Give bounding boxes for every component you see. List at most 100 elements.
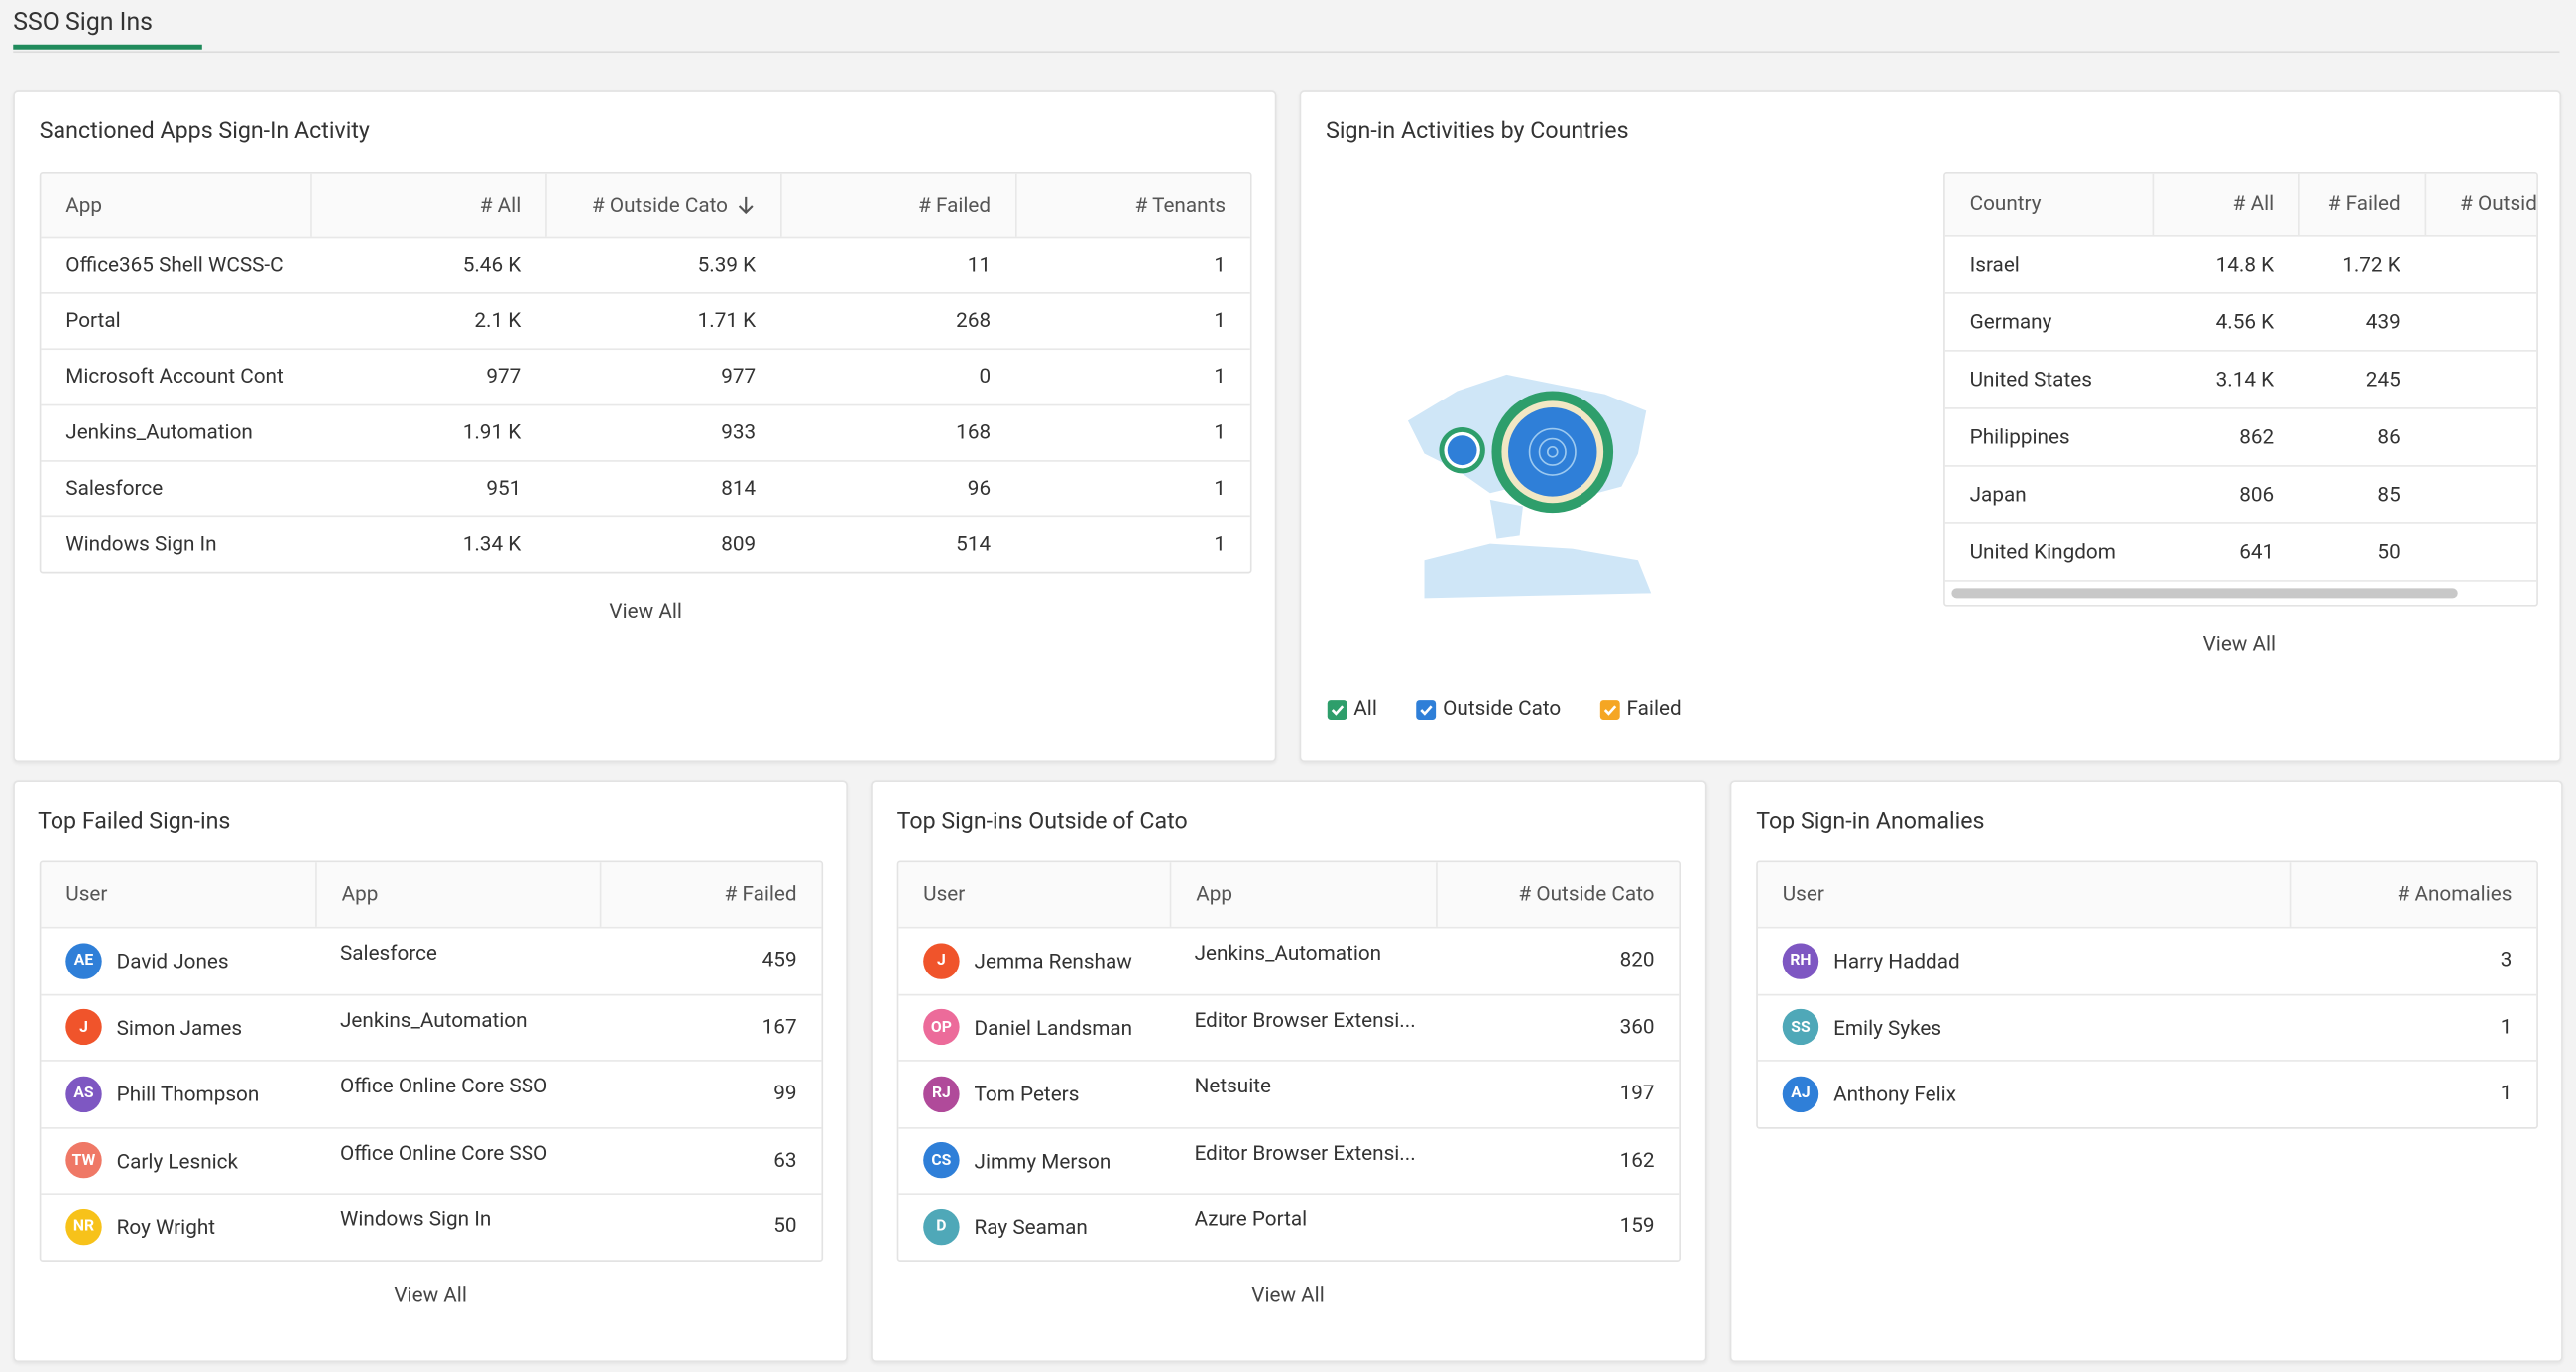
table-row: J Jemma Renshaw Jenkins_Automation 820: [898, 926, 1680, 993]
cell-value: 4.56 K: [2215, 309, 2275, 335]
table-row: NR Roy Wright Windows Sign In 50: [41, 1193, 822, 1259]
table-row: RH Harry Haddad 3: [1757, 926, 2537, 993]
column-header[interactable]: App: [41, 174, 310, 237]
cell-value: 162: [1619, 1148, 1655, 1174]
column-label: User: [1782, 882, 1824, 907]
cell-value: 1: [2500, 1014, 2513, 1040]
country-name: Israel: [1969, 252, 2020, 278]
table-header: App # All # Outside Cato # Failed # Tenants: [41, 173, 1250, 237]
table-header: User # Anomalies: [1757, 862, 2537, 927]
user-name: Emily Sykes: [1833, 1016, 1942, 1042]
avatar: D: [923, 1208, 960, 1245]
cell-value: 1.34 K: [462, 532, 522, 557]
cell-value: 50: [2377, 539, 2400, 565]
table-row: Salesforce 951 814 96 1: [41, 460, 1250, 515]
cell-value: 1: [1214, 253, 1227, 279]
failed-panel: Top Failed Sign-ins User App # Failed AE Dav…: [13, 780, 848, 1363]
table: App # All # Outside Cato # Failed # Tenants O…: [39, 172, 1252, 574]
app-name: Office365 Shell WCSS-C: [65, 253, 284, 279]
table-row: Windows Sign In 1.34 K 809 514 1: [41, 515, 1250, 571]
user-name: Jemma Renshaw: [974, 950, 1132, 975]
cell-value: 1: [1214, 364, 1227, 390]
scrollbar-thumb[interactable]: [1951, 588, 2458, 599]
app-name: Editor Browser Extensi...: [1194, 1141, 1416, 1166]
table-row: Office365 Shell WCSS-C 5.46 K 5.39 K 11 1: [41, 236, 1250, 292]
column-label: # Outside Cato: [592, 192, 729, 218]
cell-value: 951: [486, 476, 522, 502]
cell-value: 1.91 K: [462, 420, 522, 446]
user-cell: AJ Anthony Felix: [1758, 1076, 2290, 1112]
avatar: SS: [1782, 1009, 1819, 1046]
column-header[interactable]: # Outside Cato: [1436, 862, 1679, 927]
user-cell: RH Harry Haddad: [1758, 942, 2290, 979]
avatar: J: [923, 942, 960, 979]
column-header[interactable]: # All: [310, 173, 545, 237]
column-header[interactable]: # Outside Cato: [545, 173, 780, 237]
column-header[interactable]: # Outside: [2424, 173, 2537, 236]
view-all[interactable]: View All: [394, 1283, 467, 1309]
table-row: OP Daniel Landsman Editor Browser Extensi.…: [898, 992, 1680, 1060]
user-cell: SS Emily Sykes: [1758, 1009, 2290, 1046]
legend-item[interactable]: Failed: [1600, 697, 1682, 722]
legend-checkbox: [1416, 699, 1437, 720]
view-all[interactable]: View All: [609, 599, 682, 625]
app-name: Jenkins_Automation: [339, 1007, 527, 1033]
app-name: Office Online Core SSO: [339, 1075, 548, 1099]
column-label: Country: [1969, 191, 2042, 217]
cell-value: 268: [956, 308, 992, 334]
cell-value: 1: [2500, 1082, 2513, 1106]
cell-value: 814: [721, 476, 757, 502]
column-header[interactable]: # Failed: [780, 173, 1015, 237]
cell-value: 3: [2500, 948, 2513, 973]
cell-value: 85: [2377, 482, 2400, 508]
table-row: AJ Anthony Felix 1: [1757, 1060, 2537, 1126]
legend-item[interactable]: Outside Cato: [1416, 696, 1562, 722]
cell-value: 1.71 K: [697, 308, 757, 334]
view-all[interactable]: View All: [1251, 1283, 1325, 1309]
app-name: Jenkins_Automation: [65, 420, 253, 446]
user-name: Roy Wright: [116, 1215, 216, 1241]
cell-value: 159: [1619, 1214, 1655, 1240]
avatar: AS: [65, 1076, 102, 1112]
avatar: RJ: [923, 1076, 960, 1112]
legend-label: Outside Cato: [1443, 696, 1562, 722]
column-header[interactable]: # All: [2152, 173, 2298, 236]
column-header[interactable]: User: [898, 862, 1169, 927]
app-name: Office Online Core SSO: [339, 1141, 548, 1166]
column-label: # Outside Cato: [1518, 882, 1655, 907]
tab-underline: [13, 44, 202, 50]
column-header[interactable]: # Failed: [599, 862, 822, 927]
app-name: Editor Browser Extensi...: [1194, 1007, 1416, 1033]
column-header[interactable]: App: [315, 862, 600, 927]
app-name: Portal: [65, 308, 121, 334]
app-name: Jenkins_Automation: [1194, 941, 1382, 967]
column-header[interactable]: App: [1169, 862, 1436, 927]
cell-value: 977: [721, 364, 757, 390]
legend-item[interactable]: All: [1327, 697, 1377, 722]
column-header[interactable]: # Failed: [2298, 173, 2425, 236]
country-name: United Kingdom: [1969, 539, 2116, 565]
cell-value: 1: [1214, 420, 1227, 446]
table-row: D Ray Seaman Azure Portal 159: [898, 1193, 1680, 1259]
panel-title: Sign-in Activities by Countries: [1326, 118, 1629, 145]
view-all[interactable]: View All: [2202, 632, 2277, 657]
column-label: # Failed: [918, 192, 992, 218]
user-cell: AE David Jones: [41, 942, 315, 979]
table-row: RJ Tom Peters Netsuite 197: [898, 1060, 1680, 1126]
column-header[interactable]: Country: [1945, 174, 2153, 235]
country-name: United States: [1969, 367, 2092, 393]
user-name: Phill Thompson: [116, 1083, 260, 1108]
table: Country # All # Failed # Outside Israel 14.8 …: [1943, 172, 2538, 607]
legend-checkbox: [1600, 699, 1620, 720]
tab-label[interactable]: SSO Sign Ins: [13, 6, 154, 37]
country-name: Japan: [1969, 482, 2027, 508]
column-header[interactable]: # Tenants: [1014, 173, 1250, 237]
cell-value: 439: [2365, 309, 2400, 335]
table-row: Germany 4.56 K 439: [1944, 292, 2537, 350]
sanctioned-panel: Sanctioned Apps Sign-In Activity App # Al…: [13, 90, 1277, 763]
column-header[interactable]: User: [41, 862, 315, 927]
column-header[interactable]: # Anomalies: [2289, 862, 2537, 927]
column-label: # Outside: [2460, 191, 2537, 217]
column-header[interactable]: User: [1758, 862, 2290, 927]
